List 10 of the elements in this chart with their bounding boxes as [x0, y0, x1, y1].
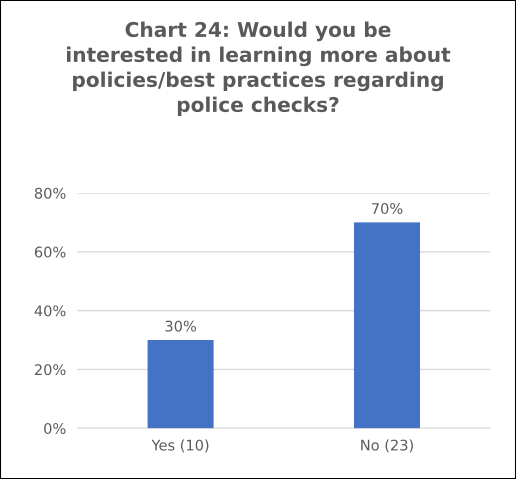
data-label: 30% [166, 320, 196, 332]
chart-title: Chart 24: Would you be interested in learning more about policies/best practices regarding police checks? [67, 22, 450, 116]
y-tick-label: 60% [34, 246, 66, 258]
x-tick-label: No (23) [361, 439, 413, 452]
y-tick-label: 20% [34, 364, 66, 376]
y-tick-label: 0% [44, 422, 66, 434]
x-tick-label: Yes (10) [152, 439, 208, 452]
data-label: 70% [372, 203, 402, 214]
y-tick-label: 80% [34, 188, 66, 199]
y-tick-label: 40% [34, 305, 66, 316]
